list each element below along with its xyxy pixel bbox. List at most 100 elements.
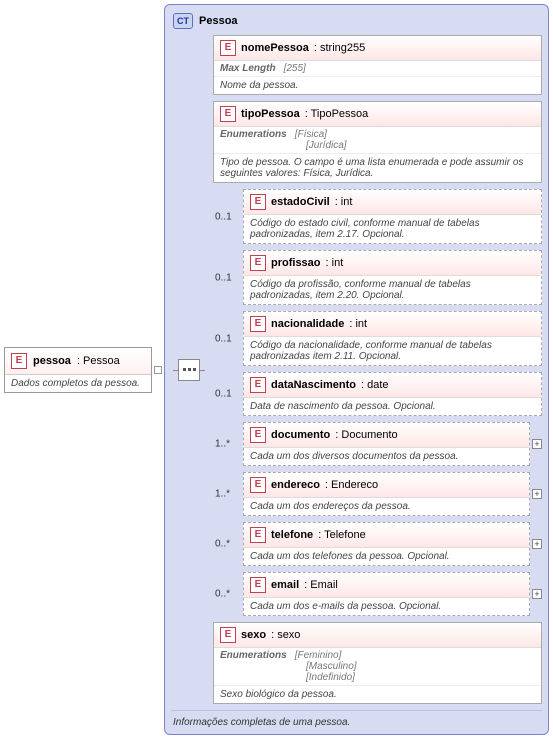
- child-element-type: : TipoPessoa: [305, 108, 369, 120]
- child-element-meta: Enumerations [Feminino][Masculino][Indefi…: [214, 648, 541, 686]
- cardinality-label: 1..*: [215, 489, 230, 500]
- child-element-header: EnomePessoa: string255: [214, 36, 541, 61]
- child-element[interactable]: EdataNascimento: dateData de nascimento …: [243, 372, 542, 416]
- element-icon: E: [250, 316, 266, 332]
- cardinality-label: 1..*: [215, 439, 230, 450]
- child-element-meta: Enumerations[Física][Jurídica]: [214, 127, 541, 154]
- complex-type-box: CT Pessoa EnomePessoa : string255 Max Leng…: [164, 4, 549, 735]
- element-icon: E: [11, 353, 27, 369]
- meta-val: [Física]: [295, 129, 327, 140]
- child-element-name: profissao: [271, 257, 321, 269]
- root-element-desc: Dados completos da pessoa.: [5, 374, 151, 392]
- element-icon: E: [250, 477, 266, 493]
- child-element-desc: Data de nascimento da pessoa. Opcional.: [244, 398, 541, 415]
- cardinality-label: 0..1: [215, 333, 232, 344]
- complex-type-body: EnomePessoa : string255 Max Length[255]Nom…: [171, 35, 542, 704]
- expand-box-icon[interactable]: [154, 366, 162, 374]
- child-element-wrap: 0..1 EdataNascimento: dateData de nascime…: [213, 372, 542, 416]
- expand-icon[interactable]: +: [532, 589, 542, 599]
- complex-type-title: Pessoa: [199, 15, 238, 27]
- element-icon: E: [250, 255, 266, 271]
- child-element-wrap: EnomePessoa: string255Max Length[255]Nom…: [213, 35, 542, 95]
- meta-val: [Indefinido]: [306, 672, 355, 683]
- child-element-desc: Sexo biológico da pessoa.: [214, 686, 541, 703]
- expand-icon[interactable]: +: [532, 439, 542, 449]
- child-card-column: Eendereco: EnderecoCada um dos endereços…: [243, 472, 530, 516]
- child-element-desc: Código da profissão, conforme manual de …: [244, 276, 541, 304]
- child-element-header: Etelefone : Telefone: [244, 523, 529, 548]
- child-card-column: Eprofissao: intCódigo da profissão, conf…: [243, 250, 542, 305]
- child-element-wrap: 0..1 EestadoCivil: intCódigo do estado ci…: [213, 189, 542, 244]
- child-element[interactable]: EtipoPessoa: TipoPessoaEnumerations[Físi…: [213, 101, 542, 183]
- child-element[interactable]: Eendereco: EnderecoCada um dos endereços…: [243, 472, 530, 516]
- expand-icon[interactable]: +: [532, 539, 542, 549]
- child-element-name: nacionalidade: [271, 318, 344, 330]
- child-element-type: : int: [349, 318, 367, 330]
- child-element-type: : Telefone: [318, 529, 366, 541]
- element-icon: E: [250, 527, 266, 543]
- child-element-wrap: 0..1Enacionalidade: intCódigo da naciona…: [213, 311, 542, 366]
- root-element-name: pessoa: [33, 355, 71, 367]
- child-element[interactable]: EestadoCivil: intCódigo do estado civil,…: [243, 189, 542, 244]
- child-element-header: EdataNascimento: date: [244, 373, 541, 398]
- child-card-column: EestadoCivil: intCódigo do estado civil,…: [243, 189, 542, 244]
- root-element[interactable]: E pessoa : Pessoa Dados completos da pes…: [4, 347, 152, 393]
- child-element[interactable]: Eprofissao: intCódigo da profissão, conf…: [243, 250, 542, 305]
- child-card-column: EnomePessoa: string255Max Length[255]Nom…: [213, 35, 542, 95]
- child-element[interactable]: Eemail: EmailCada um dos e-mails da pess…: [243, 572, 530, 616]
- child-card-column: Eemail: EmailCada um dos e-mails da pess…: [243, 572, 530, 616]
- child-element-desc: Cada um dos e-mails da pessoa. Opcional.: [244, 598, 529, 615]
- child-card-column: EtipoPessoa: TipoPessoaEnumerations[Físi…: [213, 101, 542, 183]
- child-card-column: EdataNascimento: dateData de nascimento …: [243, 372, 542, 416]
- cardinality-label: 0..1: [215, 211, 232, 222]
- child-element[interactable]: Etelefone : Telefone Cada um dos telefones…: [243, 522, 530, 566]
- child-element-wrap: 1..* Eendereco: EnderecoCada um dos ender…: [213, 472, 542, 516]
- child-element-wrap: 0..1Eprofissao: intCódigo da profissão, …: [213, 250, 542, 305]
- element-icon: E: [250, 194, 266, 210]
- expand-icon[interactable]: +: [532, 489, 542, 499]
- child-elements-list: EnomePessoa : string255 Max Length[255]Nom…: [213, 35, 542, 704]
- child-element[interactable]: Esexo: sexoEnumerations[Feminino][Mascul…: [213, 622, 542, 704]
- child-card-column: Esexo: sexoEnumerations[Feminino][Mascul…: [213, 622, 542, 704]
- child-card-column: Enacionalidade: intCódigo da nacionalida…: [243, 311, 542, 366]
- child-element-header: Esexo: sexo: [214, 623, 541, 648]
- root-element-column: E pessoa : Pessoa Dados completos da pes…: [4, 347, 152, 393]
- element-icon: E: [250, 577, 266, 593]
- child-element-desc: Código do estado civil, conforme manual …: [244, 215, 541, 243]
- child-element-wrap: EtipoPessoa: TipoPessoaEnumerations[Físi…: [213, 101, 542, 183]
- meta-key: Enumerations: [220, 650, 287, 661]
- child-element-desc: Tipo de pessoa. O campo é uma lista enum…: [214, 154, 541, 182]
- complex-type-footer: Informações completas de uma pessoa.: [171, 710, 542, 728]
- cardinality-label: 0..1: [215, 389, 232, 400]
- child-element[interactable]: EnomePessoa: string255Max Length[255]Nom…: [213, 35, 542, 95]
- child-element-name: estadoCivil: [271, 196, 330, 208]
- child-element-header: Enacionalidade : int: [244, 312, 541, 337]
- child-element-wrap: 1..*Edocumento: DocumentoCada um dos div…: [213, 422, 542, 466]
- child-element-name: tipoPessoa: [241, 108, 300, 120]
- child-element[interactable]: Edocumento: DocumentoCada um dos diverso…: [243, 422, 530, 466]
- root-element-type: : Pessoa: [77, 355, 120, 367]
- cardinality-label: 0..*: [215, 539, 230, 550]
- child-element-meta: Max Length[255]: [214, 61, 541, 77]
- child-element-name: documento: [271, 429, 330, 441]
- meta-val: [Feminino]: [295, 650, 342, 661]
- meta-val: [Masculino]: [306, 661, 357, 672]
- schema-diagram: E pessoa : Pessoa Dados completos da pes…: [4, 4, 549, 735]
- child-card-column: Edocumento: DocumentoCada um dos diverso…: [243, 422, 530, 466]
- child-element-desc: Cada um dos telefones da pessoa. Opciona…: [244, 548, 529, 565]
- child-element[interactable]: Enacionalidade: intCódigo da nacionalida…: [243, 311, 542, 366]
- cardinality-label: 0..*: [215, 589, 230, 600]
- child-element-type: : sexo: [271, 629, 300, 641]
- complex-type-header: CT Pessoa: [171, 11, 542, 35]
- child-card-column: Etelefone : Telefone Cada um dos telefones…: [243, 522, 530, 566]
- element-icon: E: [250, 377, 266, 393]
- child-element-name: nomePessoa: [241, 42, 309, 54]
- sequence-icon[interactable]: [178, 359, 200, 381]
- child-element-type: : Documento: [335, 429, 397, 441]
- child-element-name: telefone: [271, 529, 313, 541]
- child-element-desc: Cada um dos endereços da pessoa.: [244, 498, 529, 515]
- child-element-desc: Nome da pessoa.: [214, 77, 541, 94]
- child-element-wrap: 0..* Etelefone : Telefone Cada um dos telef…: [213, 522, 542, 566]
- child-element-type: : string255: [314, 42, 365, 54]
- child-element-name: sexo: [241, 629, 266, 641]
